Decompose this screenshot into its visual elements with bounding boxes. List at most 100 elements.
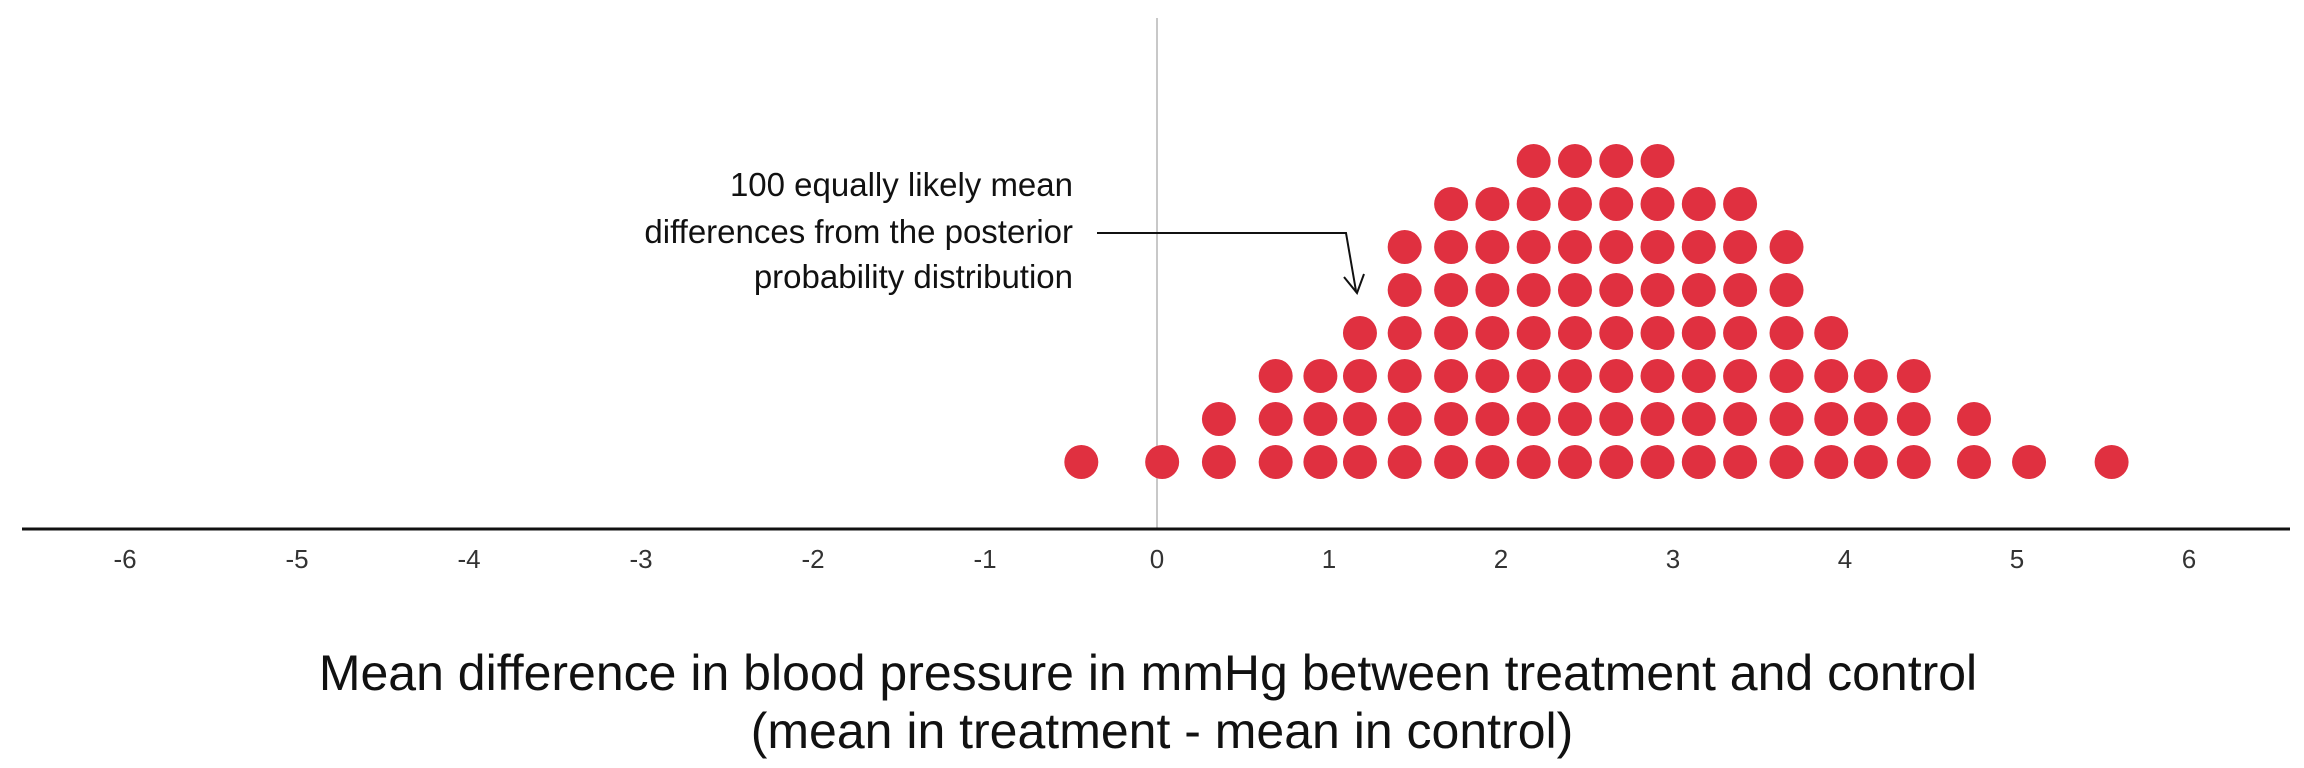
- data-dot: [1723, 316, 1758, 350]
- data-dot: [1342, 402, 1377, 436]
- data-dot: [1599, 445, 1634, 479]
- data-dot: [1387, 402, 1422, 436]
- data-dot: [1853, 359, 1888, 393]
- data-dot: [1516, 316, 1551, 350]
- x-tick-label: 3: [1666, 544, 1680, 574]
- data-dot: [1599, 187, 1634, 221]
- data-dot: [1853, 445, 1888, 479]
- data-dot: [1681, 359, 1716, 393]
- data-dot: [1516, 402, 1551, 436]
- data-dot: [1516, 187, 1551, 221]
- data-dot: [1681, 187, 1716, 221]
- data-dot: [1681, 316, 1716, 350]
- x-tick-label: -4: [457, 544, 480, 574]
- x-tick-label: -5: [285, 544, 308, 574]
- data-dot: [1342, 445, 1377, 479]
- data-dot: [1814, 445, 1849, 479]
- data-dot: [1896, 402, 1931, 436]
- data-dot: [1557, 359, 1592, 393]
- data-dot: [1516, 359, 1551, 393]
- x-tick-label: -6: [113, 544, 136, 574]
- x-tick-labels-group: -6 -5 -4 -3 -2 -1 0 1 2 3 4 5 6: [113, 544, 2196, 574]
- data-dot: [1681, 445, 1716, 479]
- data-dot: [1258, 359, 1293, 393]
- data-dot: [1769, 402, 1804, 436]
- data-dot: [1258, 402, 1293, 436]
- data-dot: [1145, 445, 1180, 479]
- data-dot: [1475, 402, 1510, 436]
- data-dot: [1814, 402, 1849, 436]
- data-dot: [1387, 273, 1422, 307]
- data-dot: [1723, 273, 1758, 307]
- data-dot: [1723, 359, 1758, 393]
- data-dot: [1064, 445, 1099, 479]
- data-dot: [1475, 273, 1510, 307]
- data-dot: [2012, 445, 2047, 479]
- data-dot: [1516, 273, 1551, 307]
- x-tick-label: 6: [2182, 544, 2196, 574]
- data-dot: [1957, 445, 1991, 479]
- data-dot: [1434, 230, 1469, 264]
- data-dot: [1723, 230, 1758, 264]
- x-tick-label: -3: [629, 544, 652, 574]
- data-dot: [1557, 445, 1592, 479]
- x-tick-label: 0: [1150, 544, 1164, 574]
- data-dot: [1557, 402, 1592, 436]
- data-dot: [1769, 273, 1804, 307]
- data-dot: [1957, 402, 1991, 436]
- x-tick-label: 4: [1838, 544, 1852, 574]
- data-dot: [1599, 316, 1634, 350]
- data-dot: [1434, 359, 1469, 393]
- data-dot: [1599, 144, 1634, 178]
- x-tick-label: -2: [801, 544, 824, 574]
- data-dot: [1896, 359, 1931, 393]
- data-dot: [1640, 316, 1675, 350]
- data-dot: [1599, 359, 1634, 393]
- data-dot: [1599, 230, 1634, 264]
- data-dot: [1516, 144, 1551, 178]
- data-dot: [1681, 273, 1716, 307]
- data-dot: [1516, 230, 1551, 264]
- data-dot: [1475, 359, 1510, 393]
- data-dot: [1599, 273, 1634, 307]
- data-dot: [1557, 144, 1592, 178]
- data-dot: [1387, 445, 1422, 479]
- data-dot: [1516, 445, 1551, 479]
- x-tick-label: 2: [1494, 544, 1508, 574]
- x-tick-label: -1: [973, 544, 996, 574]
- data-dot: [1896, 445, 1931, 479]
- annotation-arrowhead: [1343, 273, 1365, 295]
- data-dot: [1475, 187, 1510, 221]
- data-dot: [1640, 445, 1675, 479]
- x-axis-title-group: Mean difference in blood pressure in mmH…: [319, 645, 1977, 759]
- data-dot: [1303, 359, 1338, 393]
- data-dot: [1342, 316, 1377, 350]
- data-dot: [1640, 187, 1675, 221]
- data-dot: [1723, 187, 1758, 221]
- annotation-group: 100 equally likely mean differences from…: [644, 166, 1365, 295]
- data-dot: [1769, 230, 1804, 264]
- data-dot: [1640, 402, 1675, 436]
- data-dot: [1475, 445, 1510, 479]
- annotation-line-2: differences from the posterior: [644, 213, 1073, 250]
- data-dot: [1769, 359, 1804, 393]
- annotation-leader-line: [1097, 232, 1357, 292]
- data-dot: [1557, 316, 1592, 350]
- data-dot: [1557, 230, 1592, 264]
- data-dot: [1681, 402, 1716, 436]
- data-dot: [1723, 445, 1758, 479]
- data-dot: [1640, 230, 1675, 264]
- data-dot: [1387, 359, 1422, 393]
- data-dot: [1723, 402, 1758, 436]
- data-dot: [1640, 273, 1675, 307]
- annotation-line-3: probability distribution: [754, 258, 1073, 295]
- data-dot: [1853, 402, 1888, 436]
- data-dot: [1681, 230, 1716, 264]
- data-dot: [1387, 230, 1422, 264]
- data-dot: [1258, 445, 1293, 479]
- data-dot: [1387, 316, 1422, 350]
- annotation-line-1: 100 equally likely mean: [730, 166, 1073, 203]
- data-dot: [1434, 402, 1469, 436]
- data-dot: [1434, 187, 1469, 221]
